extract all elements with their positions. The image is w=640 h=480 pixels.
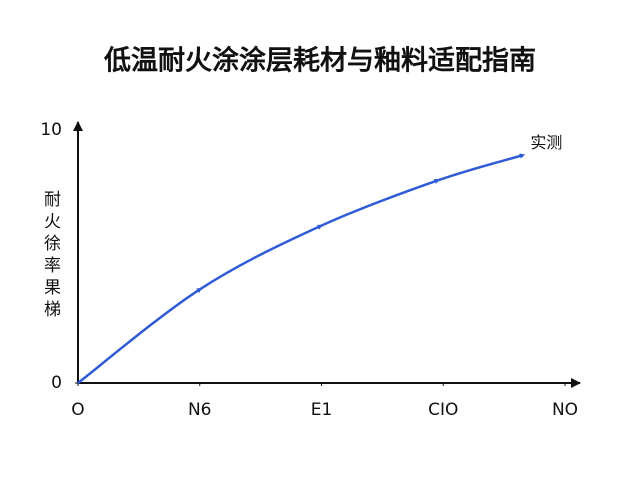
x-tick-label: NO — [552, 400, 578, 420]
y-axis-label: 耐火徐率果梯 — [40, 190, 61, 322]
series-label: 实测 — [530, 133, 562, 152]
x-tick-label: E1 — [311, 400, 333, 420]
chart-title: 低温耐火涂涂层耗材与釉料适配指南 — [103, 45, 536, 77]
y-tick-label: 10 — [40, 120, 62, 140]
y-tick-label: 0 — [51, 373, 62, 393]
x-tick-label: CIO — [428, 400, 458, 420]
series-line — [77, 155, 522, 384]
x-tick-label: N6 — [188, 400, 212, 420]
x-tick-label: O — [71, 400, 84, 420]
